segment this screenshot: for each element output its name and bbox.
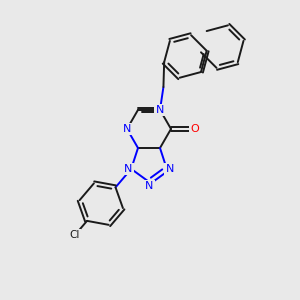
Text: O: O [190, 124, 199, 134]
Text: N: N [145, 181, 153, 191]
Text: N: N [166, 164, 174, 174]
Text: Cl: Cl [70, 230, 80, 240]
Text: N: N [124, 164, 132, 174]
Text: N: N [156, 105, 164, 115]
Text: N: N [123, 124, 131, 134]
